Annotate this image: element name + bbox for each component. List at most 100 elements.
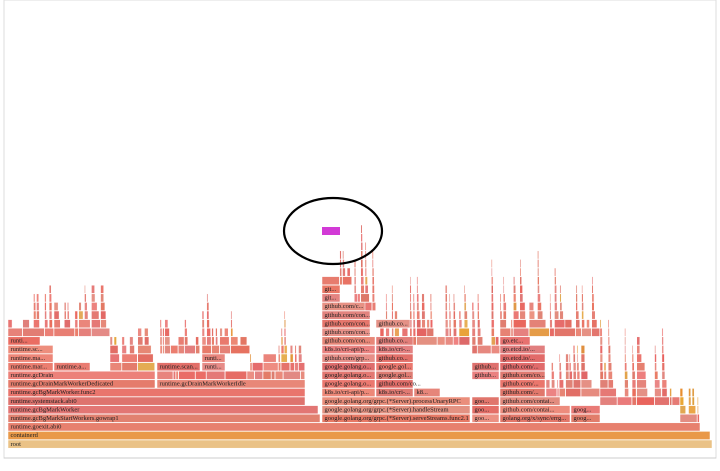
frame xyxy=(421,293,425,303)
frame xyxy=(360,284,365,294)
frame xyxy=(471,302,474,311)
frame xyxy=(495,336,499,346)
frame xyxy=(549,319,553,329)
frame xyxy=(453,310,456,320)
frame xyxy=(654,370,659,380)
frame xyxy=(7,336,41,346)
frame xyxy=(211,327,214,337)
frame xyxy=(697,405,699,415)
frame xyxy=(453,293,455,303)
frame xyxy=(537,293,541,303)
frame xyxy=(280,336,284,346)
frame xyxy=(129,345,135,354)
frame xyxy=(572,345,576,354)
frame xyxy=(360,224,363,234)
frame xyxy=(499,405,571,415)
frame xyxy=(661,379,667,389)
frame xyxy=(603,370,607,380)
frame xyxy=(44,293,47,303)
frame xyxy=(201,353,226,363)
frame xyxy=(558,362,562,372)
frame-label: git... xyxy=(325,295,337,302)
frame xyxy=(7,345,54,354)
frame xyxy=(342,276,352,286)
frame xyxy=(100,302,106,311)
frame xyxy=(91,284,95,294)
frame xyxy=(91,302,98,311)
frame xyxy=(426,327,434,337)
frame xyxy=(7,396,306,406)
frame xyxy=(445,284,448,294)
frame xyxy=(581,293,584,303)
frame xyxy=(631,353,634,363)
frame xyxy=(360,259,364,268)
frame xyxy=(580,345,585,354)
frame xyxy=(607,319,610,329)
frame xyxy=(371,293,375,303)
frame xyxy=(448,319,452,329)
frame xyxy=(74,319,79,329)
frame xyxy=(477,345,492,354)
frame xyxy=(471,310,475,320)
frame xyxy=(607,379,614,389)
frame xyxy=(661,336,664,346)
frame xyxy=(453,319,457,329)
frame xyxy=(144,336,150,346)
frame xyxy=(262,370,272,380)
frame xyxy=(568,370,573,380)
frame xyxy=(445,293,448,303)
frame xyxy=(159,327,163,337)
frame xyxy=(458,310,461,320)
frame-label: k8s.io/cri-api/p... xyxy=(325,389,370,396)
frame xyxy=(144,327,149,337)
frame xyxy=(513,327,530,337)
frame xyxy=(33,310,37,320)
frame-label: github.com/grp... xyxy=(325,355,370,362)
frame xyxy=(581,319,585,329)
frame xyxy=(491,302,494,311)
frame-label: github.co... xyxy=(379,355,409,362)
frame xyxy=(280,327,283,337)
frame xyxy=(691,388,695,397)
frame xyxy=(219,345,231,354)
frame-label: google.golang.o... xyxy=(325,381,372,388)
frame xyxy=(109,362,122,372)
frame xyxy=(570,413,601,423)
frame xyxy=(463,302,467,311)
frame-label: github.com/contai... xyxy=(503,406,555,413)
frame xyxy=(7,362,54,372)
frame xyxy=(211,345,220,354)
frame xyxy=(100,293,104,303)
frame xyxy=(661,370,666,380)
frame xyxy=(580,353,586,363)
frame xyxy=(84,293,87,303)
frame xyxy=(537,284,540,294)
frame xyxy=(477,336,483,346)
frame xyxy=(679,413,698,423)
frame xyxy=(549,327,555,337)
frame-label: github.com/co... xyxy=(379,381,422,388)
frame xyxy=(283,336,287,346)
frame xyxy=(502,302,507,311)
frame xyxy=(631,379,637,389)
frame xyxy=(321,405,471,415)
frame xyxy=(572,370,577,380)
frame-label: runti... xyxy=(205,363,223,370)
frame xyxy=(661,388,668,397)
frame xyxy=(510,319,513,329)
frame xyxy=(519,259,522,268)
frame xyxy=(283,310,286,320)
frame xyxy=(206,370,226,380)
frame-label: goo... xyxy=(475,406,490,413)
frame xyxy=(162,345,165,354)
frame xyxy=(224,370,247,380)
frame xyxy=(576,353,579,363)
frame xyxy=(78,319,91,329)
frame xyxy=(375,345,414,354)
frame xyxy=(159,345,163,354)
frame-label: runtime.gcBgMarkWorker xyxy=(11,406,81,413)
frame xyxy=(554,310,560,320)
frame xyxy=(391,293,394,303)
frame xyxy=(591,276,594,286)
